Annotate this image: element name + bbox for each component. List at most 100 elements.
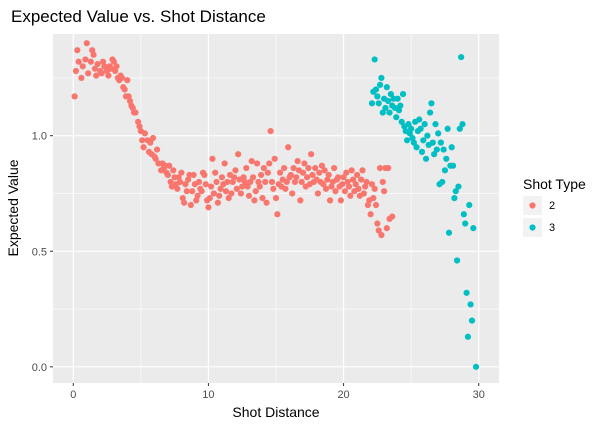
data-point-shot-type-2: [243, 164, 250, 172]
data-point-shot-type-3: [393, 114, 400, 121]
data-point-shot-type-2: [345, 183, 353, 190]
data-point-shot-type-3: [385, 97, 392, 105]
data-point-shot-type-2: [368, 181, 376, 188]
data-point-shot-type-2: [178, 169, 185, 176]
data-point-shot-type-3: [463, 289, 470, 296]
data-point-shot-type-2: [101, 63, 108, 70]
data-point-shot-type-2: [371, 185, 378, 192]
data-point-shot-type-3: [397, 102, 404, 109]
data-point-shot-type-2: [303, 174, 311, 181]
data-point-shot-type-2: [352, 181, 359, 188]
data-point-shot-type-3: [445, 229, 453, 236]
data-point-shot-type-2: [206, 194, 213, 202]
data-point-shot-type-2: [180, 199, 188, 206]
data-point-shot-type-3: [417, 125, 424, 132]
data-point-shot-type-3: [421, 121, 428, 128]
data-point-shot-type-2: [341, 188, 349, 195]
data-point-shot-type-2: [221, 160, 228, 167]
data-point-shot-type-2: [132, 109, 139, 116]
data-point-shot-type-2: [290, 164, 297, 172]
data-point-shot-type-3: [433, 146, 440, 153]
data-point-shot-type-2: [367, 211, 374, 218]
data-point-shot-type-3: [374, 93, 381, 100]
data-point-shot-type-3: [462, 220, 469, 227]
data-point-shot-type-3: [454, 257, 461, 264]
data-point-shot-type-3: [466, 201, 473, 209]
data-point-shot-type-2: [305, 164, 312, 172]
data-point-shot-type-2: [256, 183, 263, 190]
data-point-shot-type-2: [339, 181, 346, 188]
data-point-shot-type-3: [420, 137, 427, 144]
points-layer: [71, 40, 480, 370]
data-point-shot-type-3: [459, 121, 466, 128]
data-point-shot-type-2: [314, 190, 321, 197]
data-point-shot-type-2: [283, 178, 290, 186]
x-axis: 0 10 20 30: [70, 383, 485, 401]
data-point-shot-type-2: [262, 178, 269, 186]
data-point-shot-type-3: [432, 121, 439, 128]
data-point-shot-type-2: [78, 74, 85, 82]
data-point-shot-type-2: [325, 171, 332, 179]
data-point-shot-type-3: [371, 56, 378, 63]
data-point-shot-type-2: [235, 151, 242, 158]
data-point-shot-type-2: [82, 56, 89, 63]
data-point-shot-type-2: [213, 178, 220, 186]
data-point-shot-type-2: [370, 194, 377, 202]
data-point-shot-type-2: [121, 86, 128, 93]
legend-label: 3: [549, 222, 555, 234]
data-point-shot-type-3: [468, 317, 476, 324]
data-point-shot-type-2: [174, 185, 181, 192]
grid-minor: [53, 34, 499, 383]
data-point-shot-type-2: [360, 190, 367, 197]
data-point-shot-type-3: [455, 183, 462, 190]
data-point-shot-type-3: [428, 100, 435, 107]
data-point-shot-type-2: [212, 169, 219, 176]
data-point-shot-type-2: [218, 174, 226, 181]
data-point-shot-type-2: [383, 225, 390, 232]
data-point-shot-type-2: [263, 199, 270, 206]
data-point-shot-type-2: [153, 146, 161, 153]
data-point-shot-type-2: [198, 188, 205, 195]
data-point-shot-type-3: [440, 146, 447, 153]
legend-label: 2: [549, 200, 555, 212]
data-point-shot-type-3: [431, 151, 438, 158]
data-point-shot-type-2: [195, 178, 203, 186]
x-tick-label: 0: [70, 389, 76, 401]
data-point-shot-type-2: [268, 178, 276, 186]
legend-key-dot: [529, 224, 536, 231]
data-point-shot-type-2: [194, 192, 201, 199]
data-point-shot-type-3: [403, 137, 411, 144]
y-tick-label: 1.0: [32, 131, 47, 143]
y-axis: 0.0 0.5 1.0: [32, 131, 53, 374]
data-point-shot-type-2: [164, 171, 171, 179]
data-point-shot-type-3: [399, 90, 407, 98]
data-point-shot-type-2: [293, 174, 300, 181]
data-point-shot-type-2: [272, 194, 280, 202]
data-point-shot-type-2: [233, 185, 240, 192]
data-point-shot-type-2: [359, 167, 366, 174]
data-point-shot-type-2: [85, 70, 92, 77]
x-tick-label: 10: [202, 389, 214, 401]
chart-title: Expected Value vs. Shot Distance: [11, 7, 266, 26]
data-point-shot-type-2: [347, 192, 354, 199]
data-point-shot-type-2: [337, 197, 344, 204]
data-point-shot-type-2: [281, 164, 288, 172]
data-point-shot-type-2: [374, 220, 381, 227]
y-axis-label: Expected Value: [5, 159, 21, 256]
legend: Shot Type 23: [523, 176, 586, 237]
data-point-shot-type-2: [287, 171, 294, 179]
data-point-shot-type-2: [343, 169, 350, 176]
legend-key-dot: [529, 202, 536, 209]
data-point-shot-type-2: [176, 178, 184, 186]
data-point-shot-type-2: [321, 167, 328, 174]
data-point-shot-type-2: [79, 63, 86, 70]
data-point-shot-type-3: [439, 178, 446, 186]
data-point-shot-type-3: [467, 301, 474, 308]
data-point-shot-type-3: [386, 109, 393, 116]
data-point-shot-type-2: [183, 188, 190, 195]
data-point-shot-type-2: [253, 160, 261, 167]
data-point-shot-type-2: [214, 199, 221, 206]
data-point-shot-type-3: [410, 139, 417, 146]
data-point-shot-type-2: [74, 47, 81, 54]
data-point-shot-type-2: [389, 213, 396, 220]
